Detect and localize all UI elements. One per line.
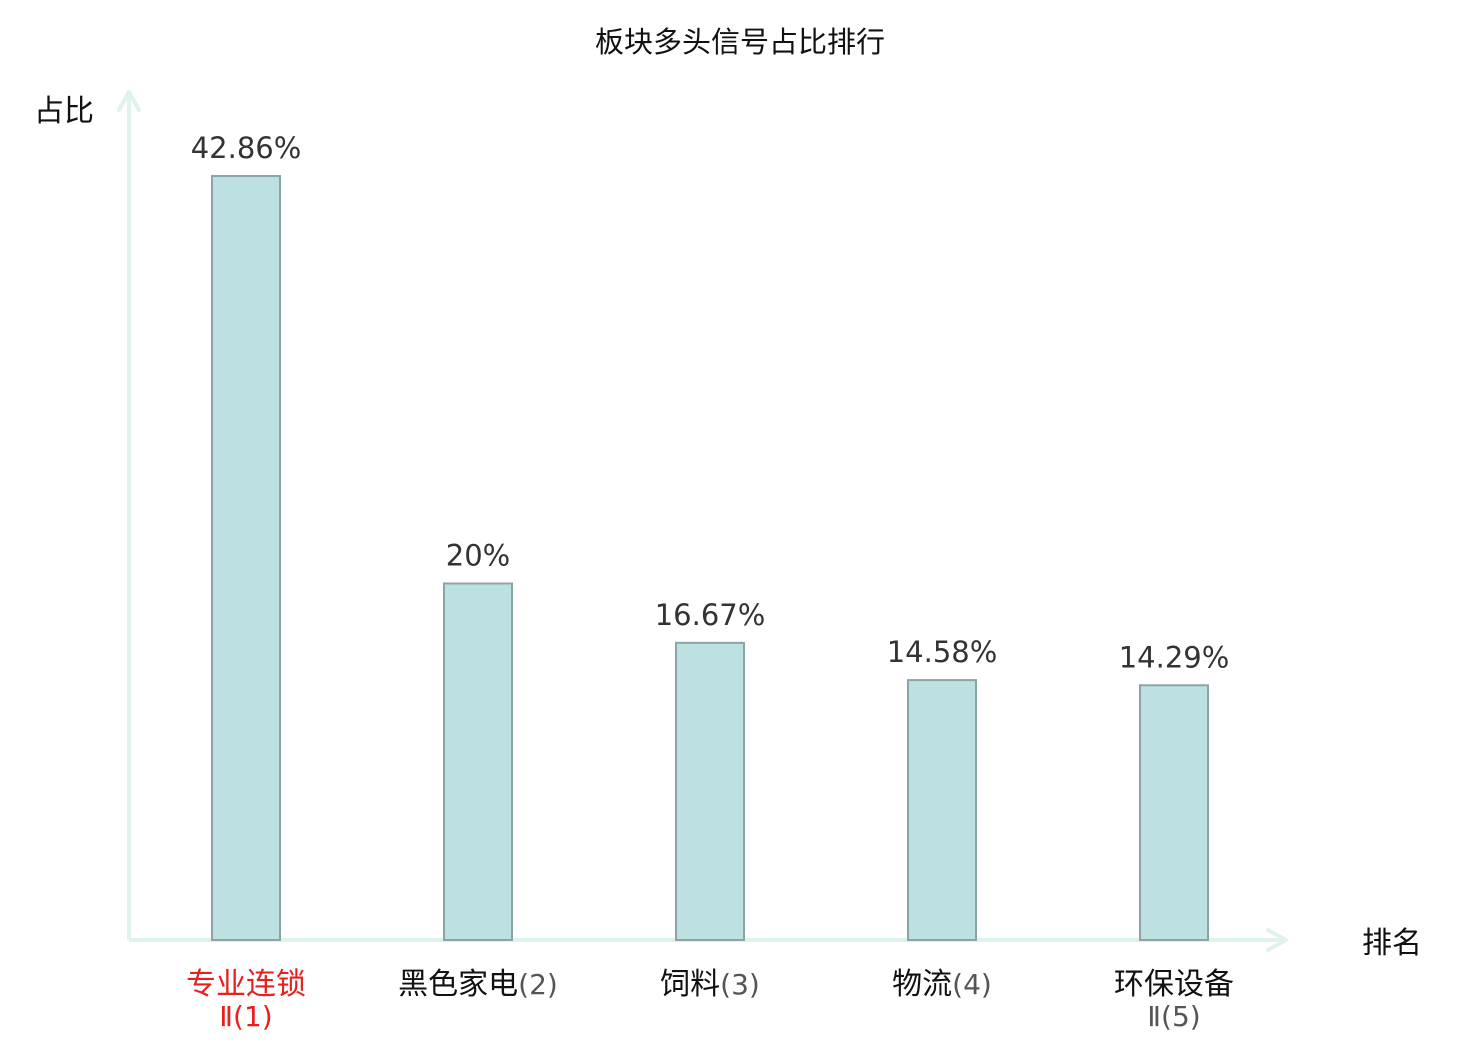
category-rank-3: (3) (720, 968, 760, 1001)
category-rank-5: Ⅱ(5) (1147, 1000, 1200, 1033)
category-label-3: 饲料(3) (660, 967, 760, 1002)
value-label-2: 20% (446, 538, 510, 572)
value-label-1: 42.86% (191, 131, 302, 165)
category-label-4: 物流(4) (892, 967, 992, 1002)
x-axis-label: 排名 (1362, 926, 1422, 961)
y-axis-label: 占比 (34, 94, 94, 129)
category-label-2: 黑色家电(2) (398, 967, 558, 1002)
category-rank-4: (4) (952, 968, 992, 1001)
bar-1 (211, 174, 281, 941)
bar-2 (443, 582, 513, 941)
value-label-4: 14.58% (887, 635, 998, 669)
chart-title: 板块多头信号占比排行 (595, 25, 885, 59)
value-label-3: 16.67% (655, 598, 766, 632)
category-rank-1: Ⅱ(1) (219, 1000, 272, 1033)
bar-5 (1139, 684, 1209, 941)
value-labels-group: 42.86% 20% 16.67% 14.58% 14.29% (191, 131, 1230, 674)
y-axis-arrow (117, 90, 141, 112)
category-rank-2: (2) (518, 968, 558, 1001)
bars-group (211, 174, 1209, 941)
bar-4 (907, 679, 977, 941)
category-label-5: 环保设备 (1114, 967, 1234, 1002)
bar-3 (675, 641, 745, 941)
category-label-1: 专业连锁 (186, 967, 306, 1002)
value-label-5: 14.29% (1119, 640, 1230, 674)
x-axis-arrow (1266, 928, 1288, 952)
